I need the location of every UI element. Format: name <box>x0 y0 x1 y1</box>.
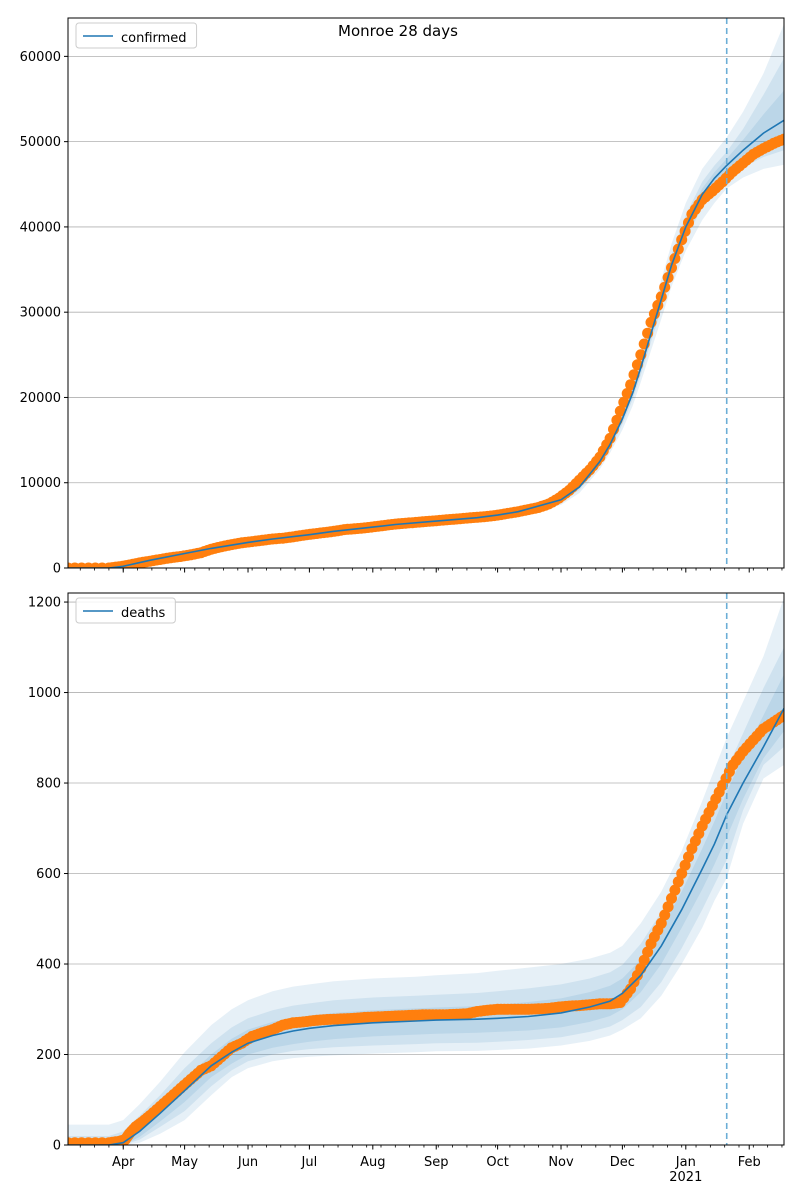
y-tick-label: 10000 <box>20 476 61 491</box>
legend: deaths <box>75 597 176 624</box>
x-tick-label: Oct <box>486 1155 508 1170</box>
y-tick-label: 0 <box>53 562 61 577</box>
legend-label: deaths <box>121 606 166 621</box>
observed-point <box>618 396 630 408</box>
axes-frame <box>67 17 785 569</box>
x-tick-label: Feb <box>738 1155 761 1170</box>
observed-point <box>676 868 688 879</box>
y-tick-label: 600 <box>36 867 61 882</box>
x-tick-label: May <box>171 1155 198 1170</box>
legend-box <box>75 597 176 624</box>
y-tick-label: 30000 <box>20 306 61 321</box>
observed-point <box>669 884 681 896</box>
y-tick-label: 40000 <box>20 220 61 235</box>
observed-point <box>625 379 637 391</box>
observed-point <box>621 388 633 399</box>
y-tick-label: 200 <box>36 1048 61 1063</box>
observed-point <box>655 917 667 929</box>
observed-point <box>669 253 681 264</box>
confirmed-panel: 0 10000 20000 30000 40000 50000 60000 confirmed <box>20 17 785 577</box>
plot-area <box>68 597 784 1145</box>
y-tick-label: 50000 <box>20 135 61 150</box>
legend: confirmed <box>75 22 198 49</box>
model-line <box>68 708 784 1145</box>
y-tick-label: 1000 <box>28 686 61 701</box>
confidence-band-2 <box>68 647 784 1145</box>
observed-point <box>683 851 694 863</box>
observed-point <box>679 859 691 871</box>
observed-point <box>672 876 684 888</box>
observed-point <box>604 432 616 444</box>
x-tick-label: Apr <box>112 1155 135 1170</box>
legend-label: confirmed <box>121 31 187 46</box>
x-tick-label: 2021 <box>669 1170 702 1185</box>
plot-area <box>68 24 784 568</box>
observed-point <box>662 901 674 913</box>
observed-point <box>659 909 671 921</box>
y-tick-label: 20000 <box>20 391 61 406</box>
y-tick-label: 60000 <box>20 50 61 65</box>
observed-point <box>666 892 677 904</box>
x-tick-label: Nov <box>548 1155 574 1170</box>
x-tick-label: Dec <box>610 1155 635 1170</box>
axes-frame <box>67 592 785 1146</box>
deaths-panel: 0 200 400 600 800 1000 1200 Apr May Jun Jul Aug Sep O… <box>28 592 785 1185</box>
observed-point <box>778 133 784 145</box>
x-tick-label: Aug <box>360 1155 385 1170</box>
y-tick-label: 400 <box>36 958 61 973</box>
figure-title: Monroe 28 days <box>338 22 458 40</box>
observed-point <box>642 946 654 958</box>
x-tick-label: Jun <box>237 1155 258 1170</box>
x-tick-label: Sep <box>424 1155 449 1170</box>
legend-box <box>75 22 198 49</box>
observed-point <box>628 369 640 381</box>
y-tick-label: 1200 <box>28 596 61 611</box>
x-tick-label: Jan <box>675 1155 696 1170</box>
y-tick-label: 0 <box>53 1139 61 1154</box>
model-line <box>68 119 784 568</box>
observed-series <box>68 709 784 1145</box>
observed-point <box>614 405 626 417</box>
y-tick-label: 800 <box>36 777 61 792</box>
x-tick-label: Jul <box>301 1155 318 1170</box>
